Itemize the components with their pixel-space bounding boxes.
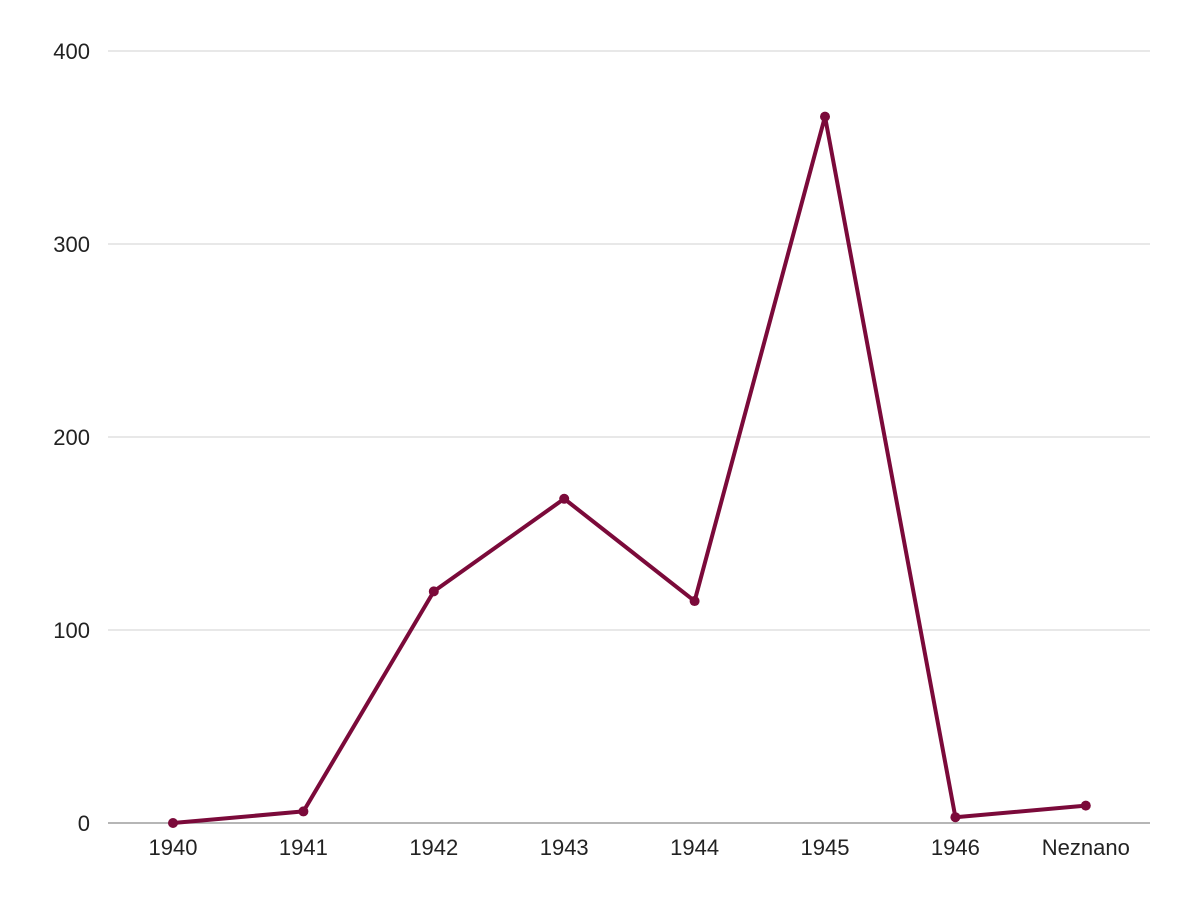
x-tick-label: Neznano xyxy=(1042,835,1130,860)
x-tick-label: 1941 xyxy=(279,835,328,860)
data-point-1941 xyxy=(298,806,309,817)
data-points xyxy=(168,111,1091,828)
y-tick-label: 300 xyxy=(53,232,90,257)
y-tick-label: 400 xyxy=(53,39,90,64)
series-layer xyxy=(171,114,1088,825)
y-axis-ticks: 0 100 200 300 400 xyxy=(53,39,90,836)
x-tick-label: 1946 xyxy=(931,835,980,860)
y-tick-label: 200 xyxy=(53,425,90,450)
x-axis-ticks: 1940 1941 1942 1943 1944 1945 1946 Neznano xyxy=(149,835,1130,860)
x-tick-label: 1944 xyxy=(670,835,719,860)
y-tick-label: 100 xyxy=(53,618,90,643)
data-point-1940 xyxy=(168,818,178,828)
data-point-1945 xyxy=(820,111,830,122)
x-tick-label: 1940 xyxy=(149,835,198,860)
y-tick-label: 0 xyxy=(78,811,90,836)
x-tick-label: 1943 xyxy=(540,835,589,860)
gridlines xyxy=(108,50,1150,631)
data-point-Neznano xyxy=(1080,800,1091,811)
x-tick-label: 1945 xyxy=(801,835,850,860)
x-tick-label: 1942 xyxy=(409,835,458,860)
data-point-1942 xyxy=(428,586,439,597)
data-point-1943 xyxy=(559,493,570,504)
series-line xyxy=(171,114,1088,825)
data-point-1946 xyxy=(950,812,961,823)
data-point-1944 xyxy=(689,596,700,607)
